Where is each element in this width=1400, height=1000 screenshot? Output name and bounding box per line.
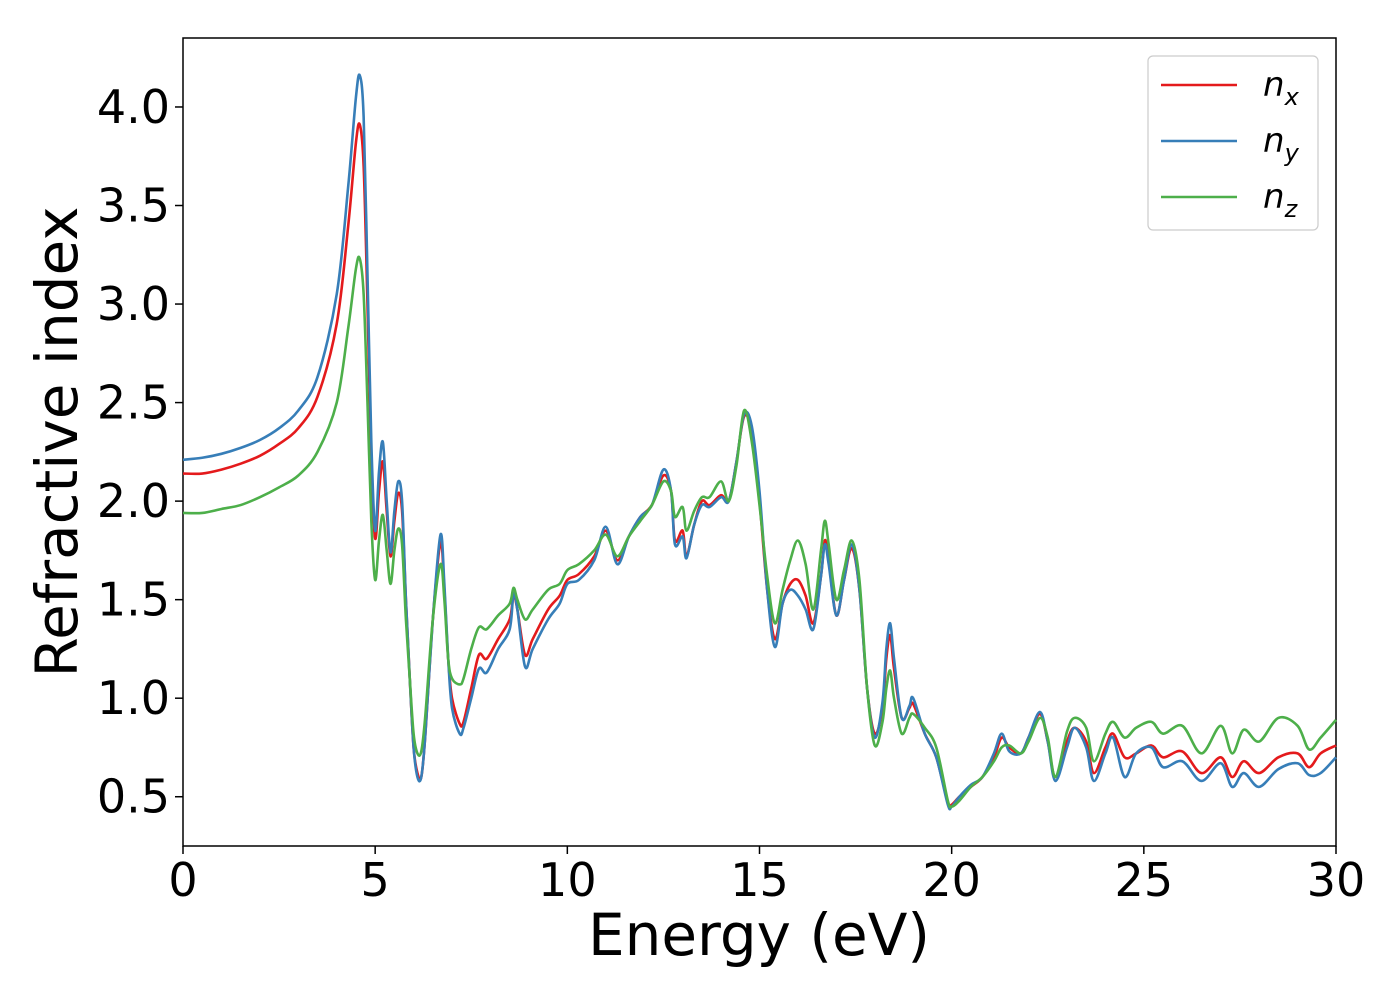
legend-label-subscript: x bbox=[1284, 83, 1300, 111]
series-layer bbox=[182, 73, 1337, 811]
y-tick-label: 3.0 bbox=[97, 277, 170, 331]
y-tick-label: 3.5 bbox=[97, 179, 170, 233]
legend-label-main: n bbox=[1263, 121, 1285, 161]
legend-label-subscript: z bbox=[1284, 195, 1299, 223]
x-axis: 0 5 10 15 20 25 30 bbox=[168, 846, 1365, 907]
legend-label-main: n bbox=[1263, 65, 1285, 105]
y-tick-label: 0.5 bbox=[97, 770, 170, 824]
x-tick-label: 0 bbox=[168, 853, 197, 907]
legend-label-n-y: ny bbox=[1263, 121, 1300, 167]
y-tick-label: 2.5 bbox=[97, 376, 170, 430]
x-tick-label: 30 bbox=[1307, 853, 1366, 907]
y-axis-title: Refractive index bbox=[23, 206, 91, 677]
series-line-n-z bbox=[182, 255, 1337, 809]
y-axis: 0.5 1.0 1.5 2.0 2.5 3.0 3.5 4.0 bbox=[97, 80, 183, 824]
plot-frame bbox=[182, 37, 1337, 847]
x-axis-title: Energy (eV) bbox=[588, 901, 930, 969]
x-tick-label: 25 bbox=[1115, 853, 1174, 907]
legend-box bbox=[1147, 55, 1319, 231]
plot-area bbox=[182, 37, 1337, 847]
x-tick-label: 10 bbox=[538, 853, 597, 907]
legend-label-n-x: nx bbox=[1263, 65, 1300, 111]
x-tick-label: 20 bbox=[922, 853, 981, 907]
y-tick-label: 1.5 bbox=[97, 573, 170, 627]
y-tick-label: 2.0 bbox=[97, 474, 170, 528]
y-tick-label: 4.0 bbox=[97, 80, 170, 134]
legend-label-n-z: nz bbox=[1263, 177, 1299, 223]
y-tick-label: 1.0 bbox=[97, 671, 170, 725]
x-tick-label: 15 bbox=[730, 853, 789, 907]
legend-label-subscript: y bbox=[1284, 139, 1300, 167]
x-tick-label: 5 bbox=[361, 853, 390, 907]
legend-label-main: n bbox=[1263, 177, 1285, 217]
